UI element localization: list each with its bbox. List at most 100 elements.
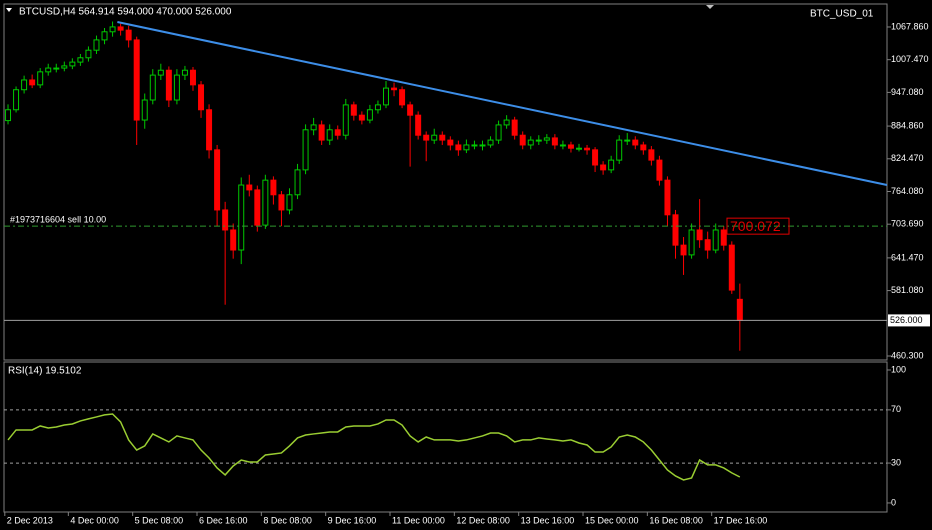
candle-body xyxy=(254,189,261,226)
candle-body xyxy=(77,57,84,63)
y-tick-label: 70 xyxy=(891,404,901,414)
candle-body xyxy=(696,229,703,241)
candle-body xyxy=(559,144,566,147)
y-tick-label: 30 xyxy=(891,457,901,467)
y-tick-label: 1067.860 xyxy=(891,21,929,31)
candle-body xyxy=(350,104,357,116)
candle-body xyxy=(13,89,20,111)
candle-body xyxy=(173,74,180,101)
candle-body xyxy=(326,129,333,141)
x-tick-label: 6 Dec 16:00 xyxy=(199,515,248,525)
shift-marker xyxy=(706,5,714,9)
candle-body xyxy=(133,39,140,121)
candle-body xyxy=(302,129,309,171)
candle-body xyxy=(45,67,52,73)
y-tick-label: 460.300 xyxy=(891,350,924,360)
candle-body xyxy=(270,179,277,196)
rsi-title: RSI(14) 19.5102 xyxy=(8,366,82,377)
candle-body xyxy=(382,87,389,106)
candle-body xyxy=(616,139,623,161)
x-tick-label: 15 Dec 00:00 xyxy=(585,515,639,525)
candle-body xyxy=(214,149,221,211)
candle-body xyxy=(503,119,510,126)
x-tick-label: 17 Dec 16:00 xyxy=(714,515,768,525)
candle-body xyxy=(543,137,550,141)
candle-body xyxy=(592,149,599,166)
y-tick-label: 641.470 xyxy=(891,252,924,262)
candle-body xyxy=(423,134,430,141)
candle-body xyxy=(632,139,639,146)
candle-body xyxy=(246,184,253,191)
x-tick-label: 5 Dec 08:00 xyxy=(135,515,184,525)
candle-body xyxy=(728,244,735,291)
candle-body xyxy=(391,87,398,91)
candle-body xyxy=(664,179,671,216)
candle-body xyxy=(157,69,164,76)
candle-body xyxy=(519,134,526,146)
candle-body xyxy=(471,144,478,147)
candle-body xyxy=(608,159,615,171)
candle-body xyxy=(720,229,727,246)
y-tick-label: 824.470 xyxy=(891,153,924,163)
candle-body xyxy=(181,69,188,76)
x-tick-label: 2 Dec 2013 xyxy=(7,515,53,525)
candle-body xyxy=(640,144,647,151)
candle-body xyxy=(310,124,317,131)
candle-body xyxy=(61,65,68,69)
x-tick-label: 11 Dec 00:00 xyxy=(392,515,445,525)
candle-body xyxy=(431,134,438,141)
candle-body xyxy=(415,114,422,136)
y-tick-label: 100 xyxy=(891,364,906,374)
candle-body xyxy=(342,104,349,136)
candle-body xyxy=(495,124,502,141)
candle-body xyxy=(189,69,196,86)
candle-body xyxy=(165,69,172,101)
candle-body xyxy=(648,149,655,161)
y-tick-label: 884.860 xyxy=(891,120,924,130)
candle-body xyxy=(672,214,679,246)
candle-body xyxy=(318,124,325,141)
order-price-box xyxy=(726,217,790,235)
candle-body xyxy=(5,109,12,122)
candle-body xyxy=(576,147,582,150)
y-tick-label: 947.080 xyxy=(891,87,924,97)
candle-body xyxy=(551,137,558,146)
candle-body xyxy=(334,129,341,136)
candle-body xyxy=(93,39,100,51)
y-tick-label: 764.080 xyxy=(891,186,924,196)
candle-body xyxy=(117,26,124,31)
y-tick-label: 703.690 xyxy=(891,219,924,229)
candle-body xyxy=(527,139,534,146)
candle-body xyxy=(53,67,60,70)
candle-body xyxy=(238,184,245,251)
candle-body xyxy=(736,298,743,321)
candle-body xyxy=(141,99,148,121)
candle-body xyxy=(37,71,44,86)
rsi-line xyxy=(7,413,741,481)
candle-body xyxy=(125,29,132,41)
menu-arrow[interactable] xyxy=(6,8,12,12)
y-tick-label: 1007.470 xyxy=(891,54,929,64)
candle-body xyxy=(399,89,406,106)
bid-label: 526.000 xyxy=(890,315,923,325)
order-label: #1973716604 sell 10.00 xyxy=(10,215,106,225)
candle-body xyxy=(600,164,607,171)
candle-body xyxy=(21,79,28,91)
candle-body xyxy=(704,239,711,251)
candle-body xyxy=(294,169,301,196)
x-tick-label: 12 Dec 08:00 xyxy=(456,515,510,525)
candle-body xyxy=(278,194,285,211)
candle-body xyxy=(206,109,213,151)
candle-body xyxy=(149,74,156,101)
x-tick-label: 4 Dec 00:00 xyxy=(70,515,119,525)
candle-body xyxy=(567,144,574,149)
candle-body xyxy=(407,104,414,116)
candle-body xyxy=(463,144,470,151)
candle-body xyxy=(656,159,663,181)
rsi-pane xyxy=(3,361,888,513)
x-tick-label: 13 Dec 16:00 xyxy=(521,515,575,525)
candle-body xyxy=(101,31,108,41)
expert-label: BTC_USD_01 xyxy=(810,9,874,20)
